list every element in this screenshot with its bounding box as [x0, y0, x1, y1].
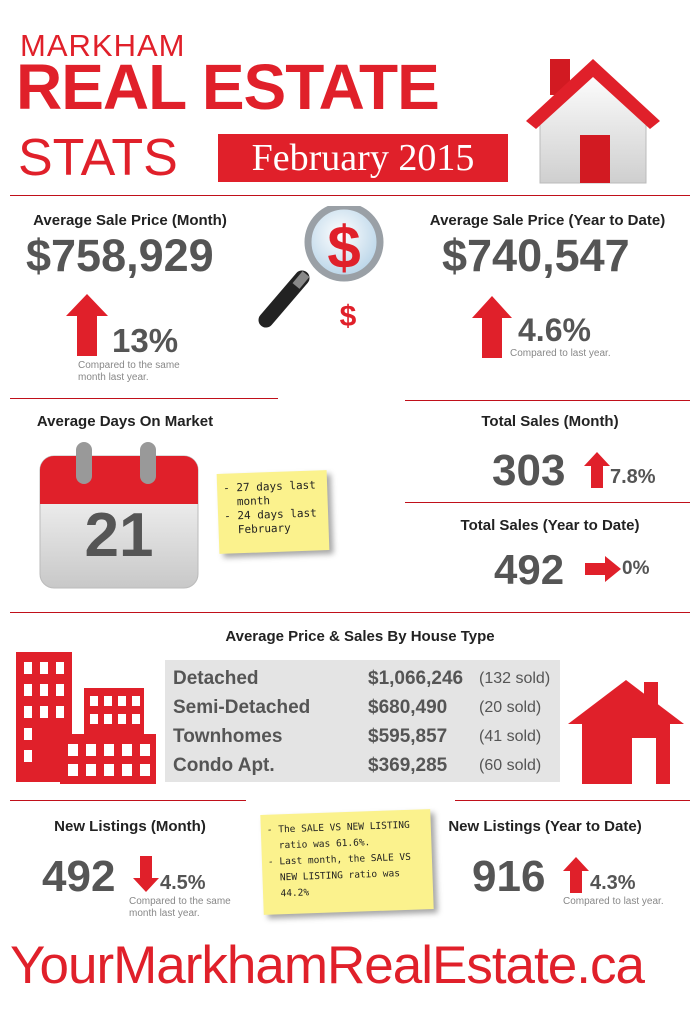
- house-icon: [526, 59, 660, 184]
- new-listings-ytd-label: New Listings (Year to Date): [448, 818, 642, 835]
- avg-price-ytd-compare: Compared to last year.: [510, 348, 611, 359]
- new-listings-month-label: New Listings (Month): [54, 818, 206, 835]
- total-sales-ytd-value: 492: [494, 546, 565, 593]
- avg-price-ytd-label: Average Sale Price (Year to Date): [429, 212, 666, 229]
- arrow-right-icon: [585, 556, 621, 582]
- total-sales-month-value: 303: [492, 446, 566, 495]
- footer-website: YourMarkhamRealEstate.ca: [10, 936, 645, 995]
- new-listings-month-change: 4.5%: [160, 872, 206, 894]
- house-type-table: Detached $1,066,246 (132 sold) Semi-Detach…: [165, 660, 560, 782]
- house-type-label: Average Price & Sales By House Type: [225, 628, 495, 645]
- total-sales-month-label: Total Sales (Month): [481, 413, 619, 430]
- arrow-down-icon: [133, 856, 159, 892]
- header-city: MARKHAM: [20, 28, 186, 63]
- calendar-icon: [39, 442, 199, 589]
- house-icon: [568, 680, 684, 784]
- new-listings-ytd-compare: Compared to last year.: [563, 896, 664, 907]
- avg-price-ytd-change: 4.6%: [518, 312, 591, 348]
- avg-price-month-value: $758,929: [26, 230, 214, 281]
- arrow-up-icon: [66, 294, 108, 356]
- table-row: Semi-Detached $680,490 (20 sold): [173, 697, 542, 718]
- avg-price-month-compare: Compared to the same month last year.: [78, 360, 180, 383]
- magnifier-dollar-icon: $ $: [258, 206, 384, 333]
- table-row: Townhomes $595,857 (41 sold): [173, 726, 542, 747]
- total-sales-ytd-label: Total Sales (Year to Date): [460, 517, 640, 534]
- header-title: REAL ESTATE: [16, 51, 440, 123]
- new-listings-month-compare: Compared to the same month last year.: [129, 896, 231, 919]
- total-sales-month-change: 7.8%: [610, 466, 656, 488]
- svg-text:$: $: [340, 300, 357, 333]
- days-note: - 27 days last month - 24 days last Febr…: [216, 470, 330, 554]
- arrow-up-icon: [584, 452, 610, 488]
- avg-price-month-change: 13%: [112, 322, 179, 359]
- header-date: February 2015: [218, 134, 508, 182]
- new-listings-month-value: 492: [42, 852, 116, 901]
- svg-text:$: $: [327, 214, 360, 281]
- days-on-market-label: Average Days On Market: [36, 413, 214, 430]
- total-sales-ytd-change: 0%: [622, 558, 650, 579]
- arrow-up-icon: [472, 296, 512, 358]
- avg-price-month-label: Average Sale Price (Month): [33, 212, 227, 229]
- new-listings-ytd-change: 4.3%: [590, 872, 636, 894]
- arrow-up-icon: [563, 857, 589, 893]
- days-on-market-value: 21: [84, 501, 154, 570]
- header-stats: STATS: [18, 129, 178, 187]
- listing-ratio-note: - The SALE VS NEW LISTING ratio was 61.6…: [260, 809, 434, 915]
- buildings-icon: [16, 652, 156, 784]
- avg-price-ytd-value: $740,547: [442, 230, 630, 281]
- table-row: Detached $1,066,246 (132 sold): [173, 668, 551, 689]
- table-row: Condo Apt. $369,285 (60 sold): [173, 755, 542, 776]
- new-listings-ytd-value: 916: [472, 852, 546, 901]
